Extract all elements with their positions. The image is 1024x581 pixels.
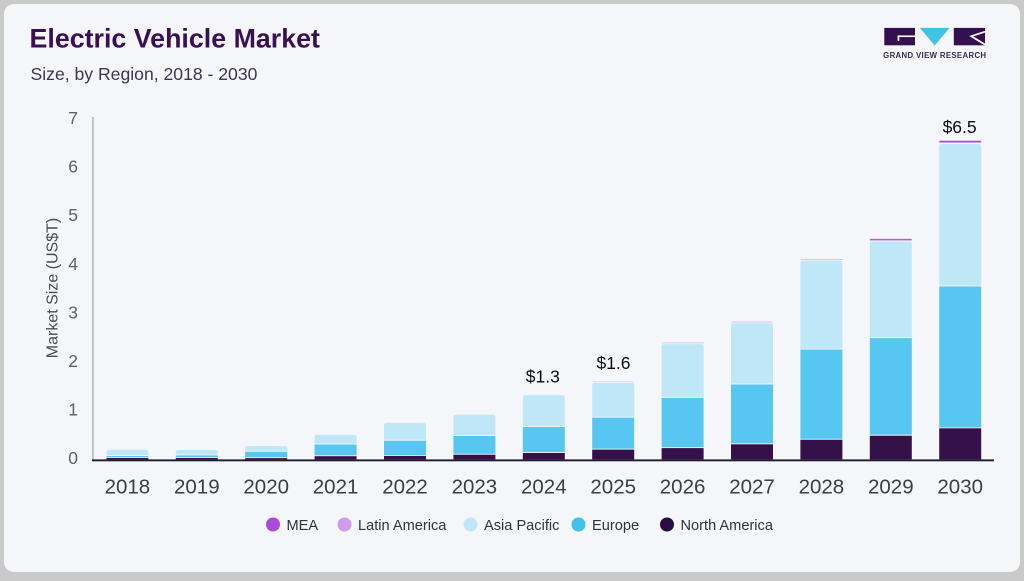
svg-text:2: 2 (68, 351, 78, 371)
svg-text:North America: North America (681, 518, 774, 534)
svg-text:Electric Vehicle Market: Electric Vehicle Market (30, 24, 321, 54)
svg-text:$6.5: $6.5 (943, 117, 977, 137)
svg-text:2030: 2030 (937, 475, 983, 498)
svg-text:2028: 2028 (799, 475, 845, 498)
svg-text:6: 6 (68, 157, 78, 177)
svg-text:2021: 2021 (313, 475, 359, 498)
svg-text:2020: 2020 (243, 475, 289, 498)
svg-text:2023: 2023 (452, 475, 498, 498)
svg-text:Latin America: Latin America (358, 518, 447, 534)
svg-text:2026: 2026 (660, 475, 706, 498)
svg-text:5: 5 (68, 205, 78, 225)
svg-text:$1.6: $1.6 (596, 353, 630, 373)
svg-text:2018: 2018 (105, 475, 151, 498)
svg-text:4: 4 (68, 254, 78, 274)
svg-text:Market Size (US$T): Market Size (US$T) (45, 218, 62, 358)
svg-text:2027: 2027 (729, 475, 775, 498)
svg-text:Asia Pacific: Asia Pacific (484, 518, 559, 534)
svg-text:GRAND VIEW RESEARCH: GRAND VIEW RESEARCH (883, 51, 986, 60)
svg-text:2029: 2029 (868, 475, 914, 498)
svg-text:Europe: Europe (592, 518, 639, 534)
svg-text:2022: 2022 (382, 475, 428, 498)
svg-text:2025: 2025 (590, 475, 636, 498)
svg-text:3: 3 (68, 302, 78, 322)
svg-text:$1.3: $1.3 (526, 367, 560, 387)
svg-text:Size, by Region, 2018 - 2030: Size, by Region, 2018 - 2030 (31, 64, 258, 84)
svg-text:1: 1 (68, 399, 78, 419)
svg-text:2024: 2024 (521, 475, 567, 498)
svg-text:7: 7 (68, 108, 78, 128)
svg-text:MEA: MEA (287, 518, 319, 534)
svg-text:2019: 2019 (174, 475, 220, 498)
svg-text:0: 0 (68, 448, 78, 468)
